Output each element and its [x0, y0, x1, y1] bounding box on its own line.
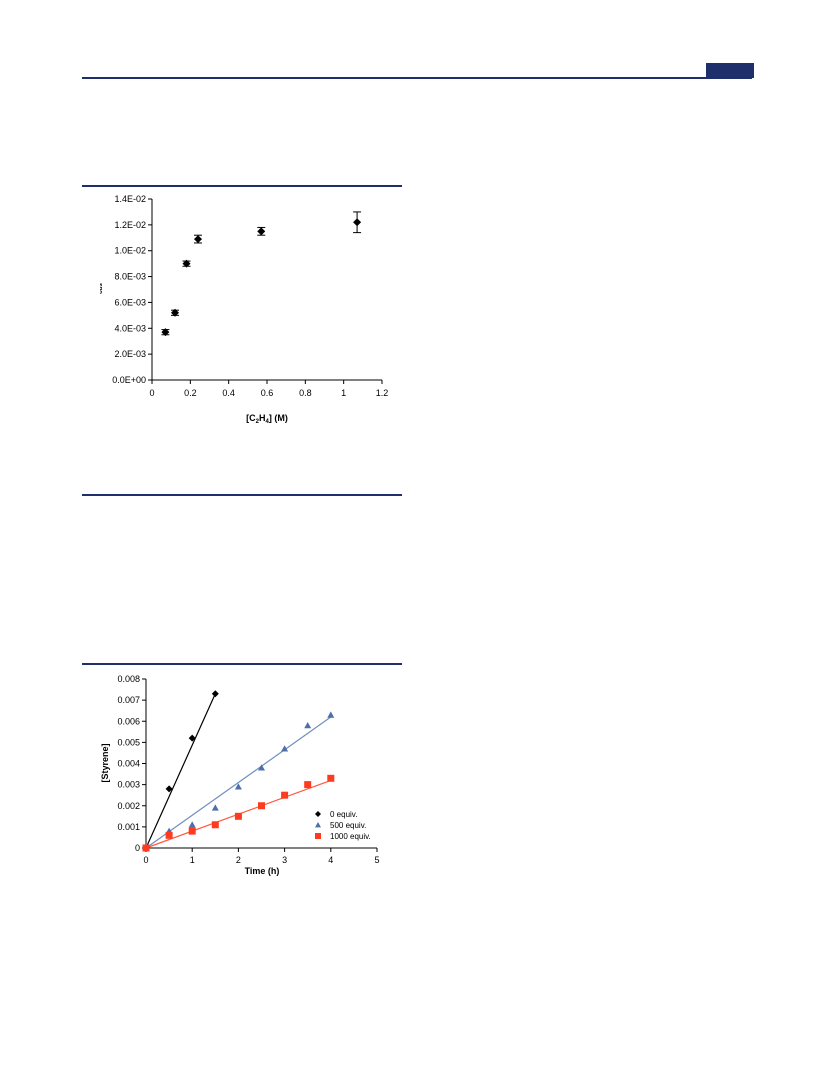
chart1-data-points [161, 211, 362, 337]
chart2-x-tick-label: 4 [328, 855, 333, 865]
chart1-y-tick-label: 8.0E-03 [114, 272, 146, 282]
chart1-y-tick-label: 1.2E-02 [114, 220, 146, 230]
chart1-x-tick-label: 0.8 [299, 388, 312, 398]
chart2-data-point [327, 711, 335, 718]
chart2-data-point [188, 734, 196, 742]
chart1-point-group [182, 259, 191, 268]
chart1-point-group [194, 234, 202, 244]
header-rule [82, 77, 752, 79]
chart1-x-tick-label: 0.6 [261, 388, 274, 398]
chart2-legend-marker [315, 811, 321, 817]
chart1-y-axis-label: kobs [100, 282, 104, 298]
chart2-data-point [281, 791, 289, 799]
chart2-data-point [234, 783, 242, 790]
chart1-data-point [353, 218, 362, 227]
chart1-x-ticks: 0 0.2 0.4 0.6 0.8 1 1.2 [149, 380, 388, 398]
chart2-legend-marker [315, 833, 321, 839]
chart2-y-tick-label: 0.008 [117, 674, 140, 684]
chart2-fit-line-series-1 [145, 716, 332, 849]
chart1-point-group [171, 308, 179, 317]
chart2-legend-label: 1000 equiv. [330, 832, 371, 841]
chart2-legend-marker [315, 822, 321, 828]
chart2-x-tick-label: 3 [282, 855, 287, 865]
chart1-x-tick-label: 1.2 [376, 388, 389, 398]
chart2-y-tick-label: 0.003 [117, 780, 140, 790]
chart2-data-point [165, 785, 173, 793]
chart2-y-axis-label: [Styrene] [100, 743, 110, 782]
chart2-y-ticks: 0 0.001 0.002 0.003 0.004 0.005 0.006 0.007 0.00… [117, 674, 146, 853]
chart1-data-point [194, 235, 202, 244]
chart2-data-point [258, 764, 265, 771]
chart2-y-tick-label: 0.006 [117, 716, 140, 726]
chart2-data-point [188, 821, 196, 828]
chart2-data-point [211, 804, 219, 811]
chart2-y-tick-label: 0.001 [117, 822, 140, 832]
figure1-top-rule [82, 185, 402, 187]
chart2-data-point [281, 745, 289, 752]
chart2-fit-lines [145, 693, 332, 849]
chart1-y-tick-label: 2.0E-03 [114, 349, 146, 359]
chart2-legend-item: 500 equiv. [315, 821, 366, 830]
chart2-data-point [211, 690, 219, 698]
chart2-legend-item: 1000 equiv. [315, 832, 371, 841]
chart2-data-point [165, 831, 173, 839]
chart1-data-point [161, 328, 170, 337]
chart1-data-point [257, 227, 266, 236]
chart2-legend-label: 0 equiv. [330, 810, 357, 819]
chart1-data-point [171, 308, 179, 317]
chart2-legend-item: 0 equiv. [315, 810, 357, 819]
chart1-x-tick-label: 1 [341, 388, 346, 398]
chart1-y-ticks: 0.0E+00 2.0E-03 4.0E-03 6.0E-03 8.0E-03 1.0E-… [112, 194, 152, 385]
chart2-data-point [234, 812, 242, 820]
chart2-y-tick-label: 0.004 [117, 759, 140, 769]
section-rule [82, 494, 402, 496]
chart2-legend-label: 500 equiv. [330, 821, 366, 830]
chart2-data-point [304, 781, 312, 789]
chart2-data-point [211, 821, 219, 829]
chart2-y-tick-label: 0.007 [117, 695, 140, 705]
chart2-data-point [327, 774, 335, 782]
chart2-data-point [142, 844, 150, 852]
figure2-top-rule [82, 663, 402, 665]
kobs-vs-ethylene-chart: 0 0.2 0.4 0.6 0.8 1 1.2 0.0E+00 2.0E-03 4.0E-03 6… [100, 194, 388, 425]
page-header-tab [706, 63, 754, 78]
chart2-series-2-points [142, 774, 335, 852]
chart2-y-tick-label: 0 [135, 843, 140, 853]
chart2-x-tick-label: 5 [374, 855, 379, 865]
chart1-y-tick-label: 6.0E-03 [114, 297, 146, 307]
chart2-x-tick-label: 2 [236, 855, 241, 865]
chart2-data-point [258, 802, 265, 810]
chart2-fit-line-series-0 [145, 693, 216, 849]
chart1-x-axis-label: [C2H4] (M) [246, 413, 288, 425]
chart1-data-point [182, 259, 191, 268]
chart1-point-group [353, 211, 362, 234]
chart1-y-tick-label: 1.4E-02 [114, 194, 146, 204]
chart2-data-point [188, 827, 196, 835]
chart1-point-group [161, 328, 170, 337]
styrene-vs-time-chart: 0 1 2 3 4 5 0 0.001 0.002 0.003 0.004 0.005 0.006 0.… [100, 674, 380, 876]
chart2-y-tick-label: 0.005 [117, 737, 140, 747]
chart1-point-group [257, 226, 266, 236]
chart2-y-tick-label: 0.002 [117, 801, 140, 811]
chart2-legend: 0 equiv. 500 equiv. 1000 equiv. [315, 810, 371, 841]
chart2-x-tick-label: 0 [143, 855, 148, 865]
chart1-x-tick-label: 0 [149, 388, 154, 398]
chart1-y-tick-label: 0.0E+00 [112, 375, 146, 385]
chart1-axes [151, 199, 382, 381]
chart2-data-point [304, 721, 312, 729]
chart2-data-points [142, 690, 335, 852]
chart1-y-tick-label: 4.0E-03 [114, 323, 146, 333]
chart2-x-axis-label: Time (h) [245, 866, 280, 876]
chart1-x-tick-label: 0.2 [184, 388, 197, 398]
chart2-x-ticks: 0 1 2 3 4 5 [143, 848, 380, 865]
chart1-x-tick-label: 0.4 [222, 388, 235, 398]
chart1-y-tick-label: 1.0E-02 [114, 246, 146, 256]
chart2-x-tick-label: 1 [190, 855, 195, 865]
